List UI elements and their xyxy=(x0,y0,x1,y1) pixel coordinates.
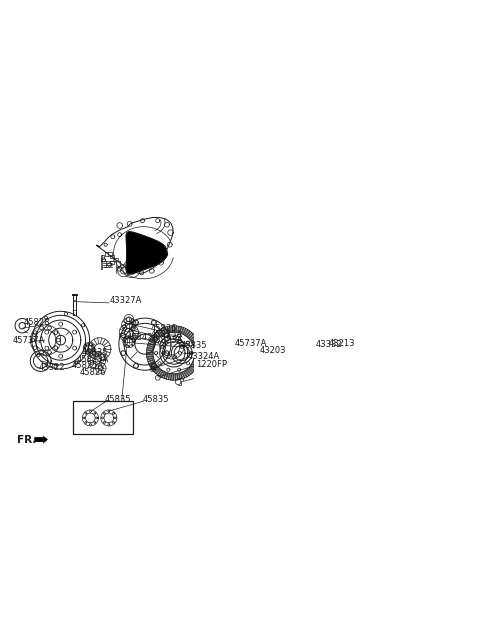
Text: 45835: 45835 xyxy=(105,395,132,404)
Text: 43327A: 43327A xyxy=(109,296,142,305)
Text: FR.: FR. xyxy=(17,435,36,444)
Text: 1220FP: 1220FP xyxy=(196,359,227,368)
Text: 45737A: 45737A xyxy=(235,339,267,348)
Text: 43332: 43332 xyxy=(315,340,342,349)
Text: 45823A: 45823A xyxy=(77,355,109,364)
Text: 45826: 45826 xyxy=(151,323,177,332)
Polygon shape xyxy=(126,232,167,274)
Text: 45826: 45826 xyxy=(80,368,106,377)
Bar xyxy=(73,401,133,434)
Text: 43203: 43203 xyxy=(259,346,286,355)
Text: 45835: 45835 xyxy=(181,341,207,350)
Text: 45835: 45835 xyxy=(82,348,108,357)
Text: 45842A: 45842A xyxy=(126,333,158,342)
Text: 45823A: 45823A xyxy=(151,336,183,345)
Text: 45825A: 45825A xyxy=(151,330,183,339)
Polygon shape xyxy=(34,435,48,444)
Text: 45737A: 45737A xyxy=(12,336,45,345)
Text: 43322: 43322 xyxy=(38,363,65,372)
Text: 43324A: 43324A xyxy=(188,352,220,361)
Text: 45835: 45835 xyxy=(143,395,169,404)
Text: 45828: 45828 xyxy=(24,318,50,327)
Text: 45825A: 45825A xyxy=(72,361,104,370)
Text: 43213: 43213 xyxy=(329,340,355,349)
